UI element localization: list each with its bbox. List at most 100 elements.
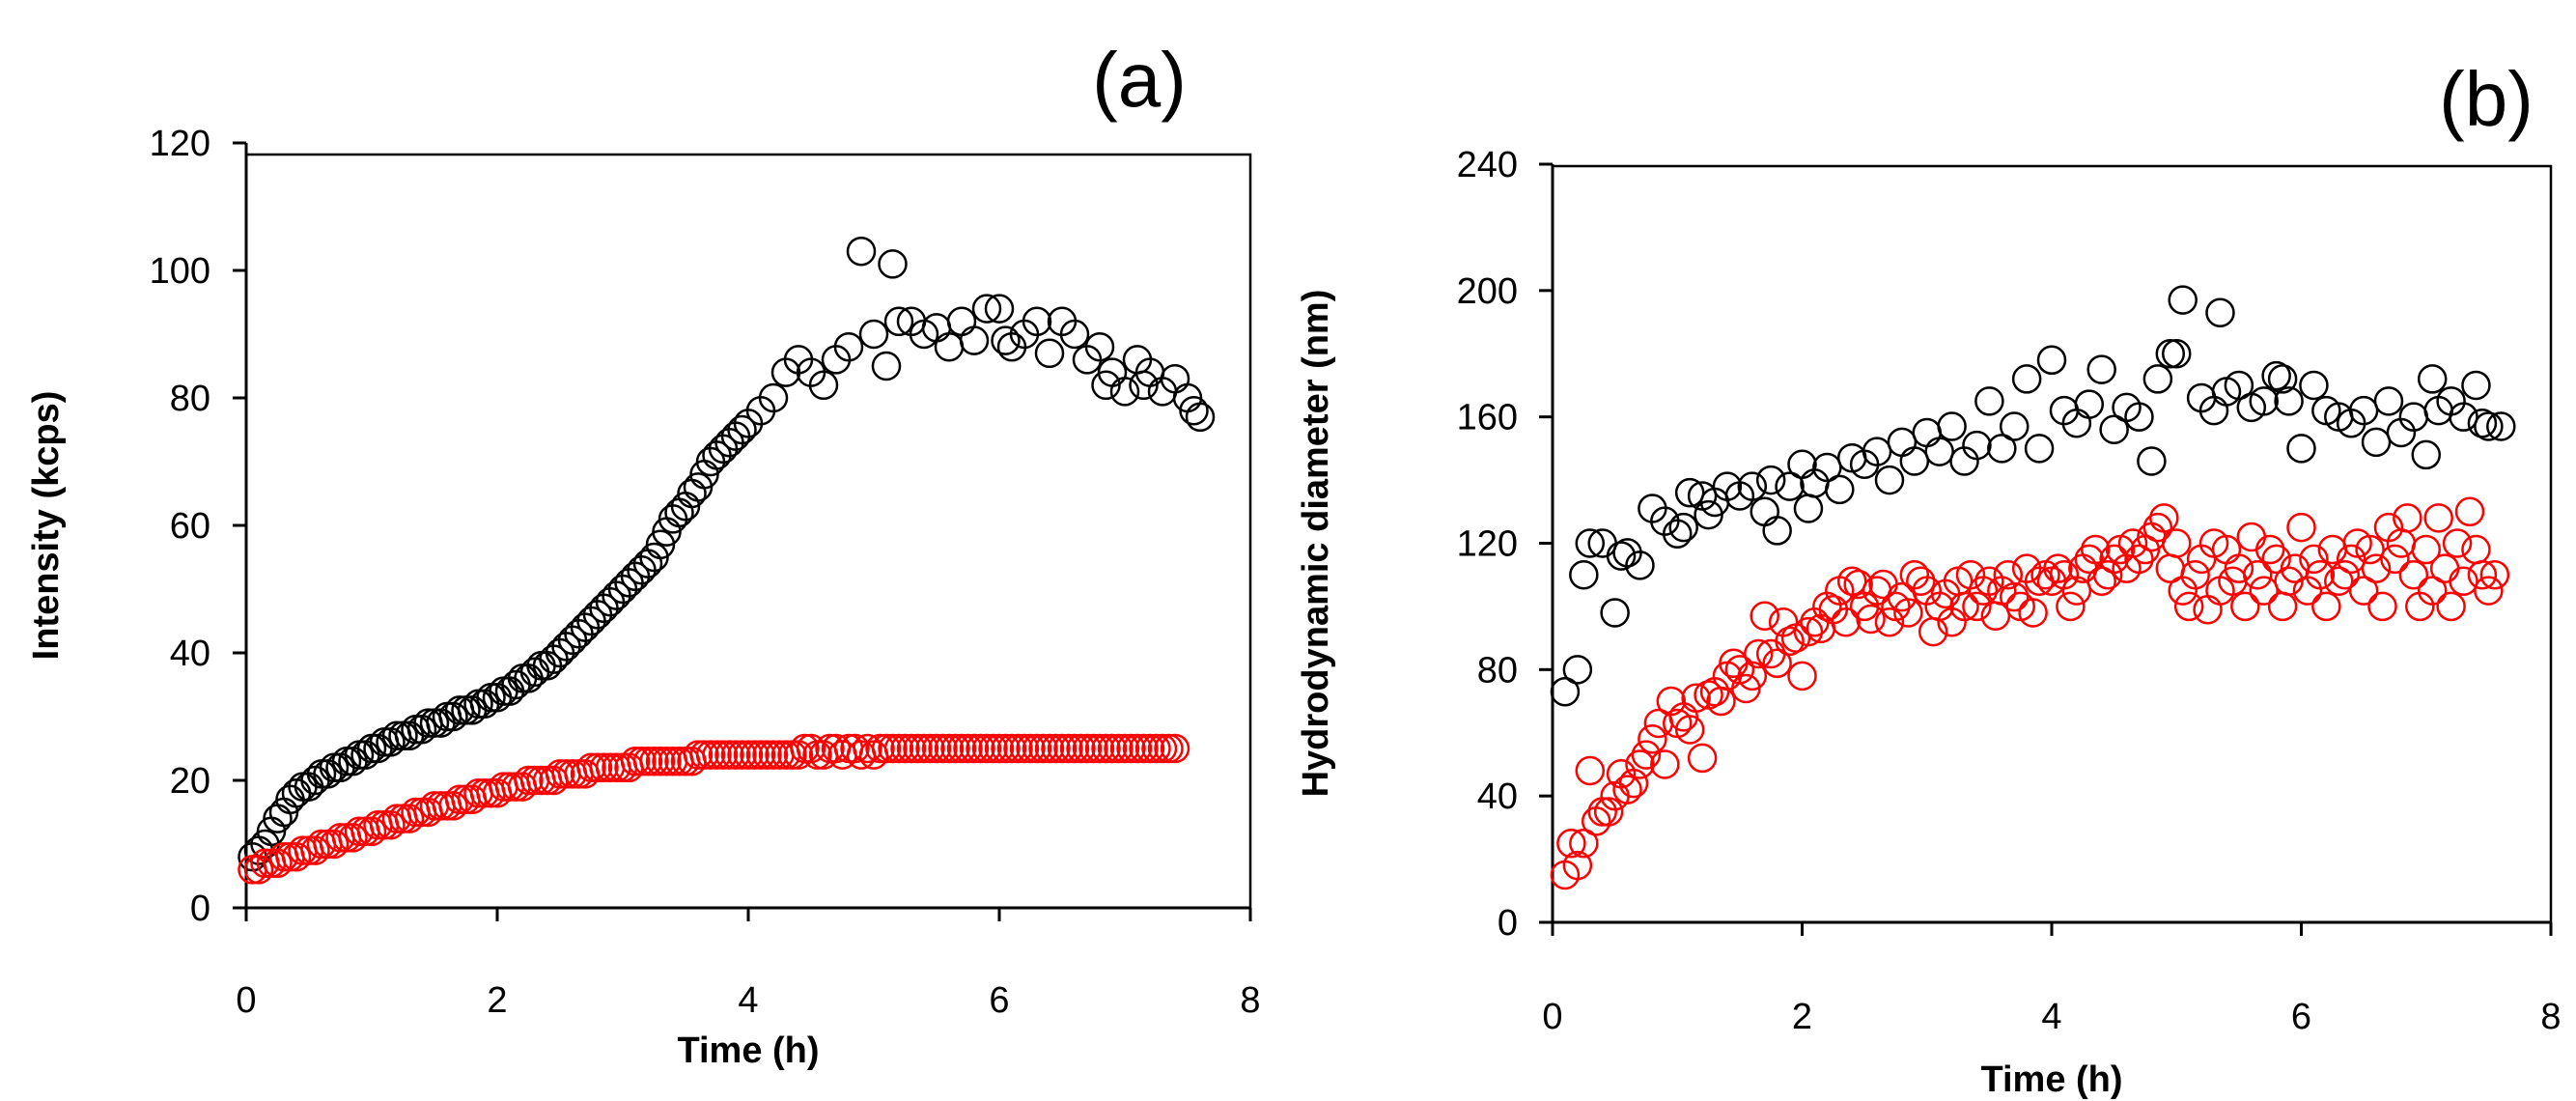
data-point bbox=[2286, 512, 2316, 543]
y-tick-label: 20 bbox=[170, 761, 210, 802]
data-point bbox=[1924, 437, 1954, 466]
data-point bbox=[1612, 775, 1642, 805]
data-point bbox=[2474, 411, 2504, 441]
data-point bbox=[2230, 591, 2260, 622]
data-point bbox=[1009, 733, 1040, 764]
data-point bbox=[1663, 519, 1693, 549]
data-point bbox=[940, 733, 970, 764]
data-point bbox=[1843, 569, 1873, 600]
data-point bbox=[1987, 434, 2017, 464]
data-point bbox=[1109, 733, 1140, 764]
data-point bbox=[2429, 553, 2460, 583]
data-point bbox=[1750, 601, 1779, 631]
data-point bbox=[2092, 559, 2123, 590]
data-point bbox=[2336, 544, 2366, 575]
data-point bbox=[1104, 733, 1134, 764]
data-point bbox=[1575, 528, 1606, 558]
data-point bbox=[2080, 534, 2111, 565]
data-point bbox=[2380, 544, 2410, 575]
data-point bbox=[2074, 389, 2105, 419]
data-point bbox=[2411, 534, 2441, 565]
data-point bbox=[2137, 446, 2167, 476]
data-point bbox=[1047, 733, 1078, 764]
data-point bbox=[2393, 503, 2422, 533]
data-point bbox=[1091, 733, 1121, 764]
data-point bbox=[2479, 559, 2510, 590]
data-point bbox=[984, 733, 1015, 764]
data-point bbox=[1072, 733, 1103, 764]
series-0 bbox=[238, 236, 1216, 872]
x-tick-label: 4 bbox=[2041, 997, 2061, 1037]
data-point bbox=[683, 740, 714, 770]
y-tick-label: 60 bbox=[170, 506, 210, 547]
data-point bbox=[2193, 594, 2223, 625]
data-point bbox=[1625, 749, 1655, 779]
y-tick-label: 80 bbox=[170, 379, 210, 419]
data-point bbox=[652, 746, 682, 776]
data-point bbox=[1022, 733, 1052, 764]
data-point bbox=[2162, 339, 2192, 369]
panel-label: (a) bbox=[1092, 37, 1187, 123]
y-tick-label: 200 bbox=[1457, 271, 1518, 312]
data-point bbox=[632, 746, 663, 776]
data-point bbox=[1593, 797, 1624, 827]
data-point bbox=[1562, 850, 1593, 881]
data-point bbox=[853, 733, 882, 764]
data-point bbox=[1999, 581, 2030, 612]
data-point bbox=[1053, 733, 1083, 764]
data-point bbox=[2411, 439, 2441, 470]
y-tick-label: 160 bbox=[1457, 398, 1518, 438]
data-point bbox=[2261, 544, 2291, 575]
data-point bbox=[2024, 434, 2055, 464]
data-point bbox=[1744, 638, 1774, 669]
data-point bbox=[689, 740, 719, 770]
data-point bbox=[695, 740, 726, 770]
x-axis-title: Time (h) bbox=[677, 1030, 819, 1071]
data-point bbox=[2355, 534, 2385, 565]
panel-label: (b) bbox=[2439, 56, 2534, 142]
data-point bbox=[1937, 411, 1967, 441]
data-point bbox=[1999, 411, 2030, 441]
x-tick-label: 2 bbox=[487, 980, 507, 1021]
data-point bbox=[1893, 598, 1923, 628]
data-point bbox=[2142, 512, 2173, 543]
data-point bbox=[2286, 434, 2316, 464]
data-point bbox=[727, 740, 757, 770]
data-point bbox=[871, 351, 902, 381]
x-tick-label: 6 bbox=[2291, 997, 2311, 1037]
data-point bbox=[1974, 386, 2004, 416]
data-point bbox=[1755, 465, 1786, 495]
data-point bbox=[1160, 733, 1190, 764]
data-point bbox=[2267, 591, 2298, 622]
data-point bbox=[1737, 661, 1768, 692]
data-point bbox=[1034, 338, 1065, 369]
data-point bbox=[1899, 446, 1930, 476]
data-point bbox=[1775, 471, 1805, 501]
data-point bbox=[896, 733, 927, 764]
data-point bbox=[1949, 591, 1979, 622]
data-point bbox=[971, 294, 1002, 324]
data-point bbox=[2361, 427, 2392, 458]
y-tick-label: 80 bbox=[1477, 650, 1518, 691]
data-point bbox=[2086, 566, 2116, 596]
data-point bbox=[2061, 576, 2092, 606]
data-point bbox=[1078, 733, 1108, 764]
data-point bbox=[808, 370, 839, 401]
data-point bbox=[1674, 715, 1705, 745]
data-point bbox=[1129, 733, 1159, 764]
series-1 bbox=[1550, 496, 2510, 890]
y-tick-label: 0 bbox=[1498, 903, 1518, 944]
data-point bbox=[1787, 661, 1817, 692]
data-point bbox=[2254, 534, 2285, 565]
data-point bbox=[1912, 417, 1942, 448]
data-point bbox=[1154, 733, 1184, 764]
data-point bbox=[1562, 655, 1593, 685]
data-point bbox=[996, 733, 1027, 764]
data-point bbox=[1793, 616, 1824, 647]
y-tick-label: 120 bbox=[150, 124, 210, 164]
data-point bbox=[1825, 474, 1855, 505]
data-point bbox=[2454, 496, 2485, 527]
data-point bbox=[2086, 354, 2116, 384]
data-point bbox=[2142, 364, 2173, 394]
